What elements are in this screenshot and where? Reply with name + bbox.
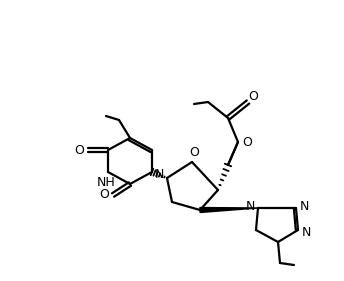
Polygon shape (200, 207, 258, 212)
Text: O: O (99, 189, 109, 201)
Text: N: N (301, 225, 311, 239)
Text: O: O (248, 90, 258, 103)
Text: O: O (242, 135, 252, 148)
Text: O: O (74, 144, 84, 157)
Text: N: N (299, 201, 309, 214)
Text: NH: NH (97, 176, 115, 189)
Text: N: N (245, 201, 255, 214)
Text: O: O (189, 146, 199, 160)
Text: N: N (154, 167, 164, 180)
